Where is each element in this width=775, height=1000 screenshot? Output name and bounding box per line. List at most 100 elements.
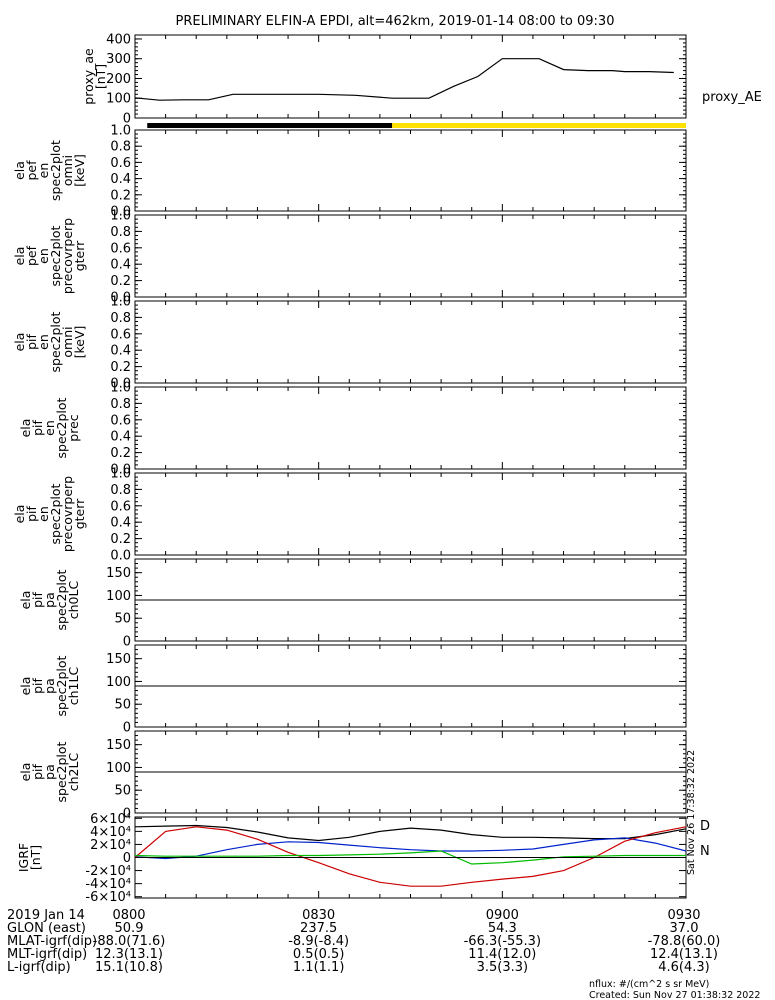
ytick-label: 150 <box>106 652 131 667</box>
ylabel-line: precovrperp <box>60 218 75 294</box>
xtable-mlat-value: -66.3(-55.3) <box>464 934 541 949</box>
ytick-label: 0.2 <box>110 532 131 547</box>
ytick-label: 0.6 <box>110 327 131 342</box>
status-bar-segment <box>392 123 686 128</box>
ylabel-line: gterr <box>72 240 87 271</box>
ylabel-line: [keV] <box>72 326 87 359</box>
footer-flux-units: nflux: #/(cm^2 s sr MeV) <box>589 979 709 990</box>
ylabel-line: ela <box>18 419 33 438</box>
ylabel-line: pif <box>30 419 45 435</box>
ylabel-line: pa <box>42 678 57 694</box>
ylabel-line: pif <box>24 505 39 521</box>
ylabel-line: pif <box>24 333 39 349</box>
ylabel-line: en <box>36 334 51 350</box>
ylabel-line: ch2LC <box>66 753 81 792</box>
ytick-label: 1.0 <box>110 467 131 482</box>
xtable-time-value: 0900 <box>486 908 519 923</box>
ytick-label: 0 <box>123 807 131 822</box>
ytick-label: 1.0 <box>110 124 131 139</box>
xtable-l-value: 4.6(4.3) <box>658 960 710 975</box>
ytick-label: 300 <box>106 52 131 67</box>
ytick-label: 0 <box>123 635 131 650</box>
ytick-label: -6×10⁴ <box>85 890 131 905</box>
xtable-time-value: 0800 <box>112 908 145 923</box>
ylabel-line: spec2plot <box>54 397 69 458</box>
ylabel-line: en <box>36 248 51 264</box>
ylabel-line: en <box>36 506 51 522</box>
panel-frame <box>134 214 687 298</box>
xtable-glon-value: 37.0 <box>670 921 699 936</box>
ytick-label: 50 <box>114 784 131 799</box>
xtable-time-value: 0930 <box>667 908 700 923</box>
ytick-label: 0.0 <box>110 463 131 478</box>
ylabel-line: [keV] <box>72 154 87 187</box>
ytick-label: 100 <box>106 92 131 107</box>
ytick-label: 0.8 <box>110 311 131 326</box>
ylabel-line: ch0LC <box>66 581 81 620</box>
ytick-label: 100 <box>106 675 131 690</box>
ylabel-line: pif <box>30 763 45 779</box>
ytick-label: 2×10⁴ <box>90 838 131 853</box>
series-line-0 <box>134 58 674 101</box>
panel-frame <box>134 300 687 384</box>
xtable-l-value: 1.1(1.1) <box>293 960 345 975</box>
ylabel-line: spec2plot <box>54 569 69 630</box>
ytick-label: 1.0 <box>110 381 131 396</box>
ylabel-line: pif <box>30 591 45 607</box>
ytick-label: -2×10⁴ <box>85 864 131 879</box>
xtable-mlat-value: -78.8(60.0) <box>648 934 721 949</box>
ylabel-line: ela <box>18 591 33 610</box>
ylabel-line: proxy_ae <box>81 48 96 105</box>
xtable-glon-value: 50.9 <box>115 921 144 936</box>
ylabel-line: ela <box>12 247 27 266</box>
ytick-label: 0.8 <box>110 140 131 155</box>
ylabel-line: [nT] <box>28 845 43 870</box>
ytick-label: 150 <box>106 566 131 581</box>
ylabel-line: ela <box>12 505 27 524</box>
panel-frame <box>134 472 687 556</box>
side-timestamp: Sat Nov 26 17:38:32 2022 <box>686 750 697 875</box>
ylabel-line: pef <box>24 160 39 181</box>
panel-frame <box>134 129 687 212</box>
ytick-label: 0.0 <box>110 291 131 306</box>
ytick-label: 0 <box>123 721 131 736</box>
ytick-label: -4×10⁴ <box>85 877 131 892</box>
panel-3: 0.0 0.20.4 0.60.81.0 elapefenspec2plotpreco… <box>12 209 687 306</box>
ylabel-line: pif <box>30 677 45 693</box>
ylabel-line: ela <box>12 161 27 180</box>
ylabel-line: precovrperp <box>60 476 75 552</box>
ytick-label: 0.8 <box>110 483 131 498</box>
ytick-label: 0.2 <box>110 360 131 375</box>
ytick-label: 50 <box>114 612 131 627</box>
ylabel-line: pef <box>24 245 39 266</box>
ytick-label: 0.6 <box>110 499 131 514</box>
legend-proxy-ae: proxy_AE <box>702 90 762 105</box>
xtable-mlt-value: 11.4(12.0) <box>468 947 536 962</box>
ylabel-line: IGRF <box>16 843 31 872</box>
xtable-row-label: 2019 Jan 14 <box>7 908 85 923</box>
panel-frame <box>134 386 687 470</box>
ylabel-line: pa <box>42 764 57 780</box>
ylabel-line: prec <box>66 414 81 441</box>
ytick-label: 4×10⁴ <box>90 825 131 840</box>
ytick-label: 0.4 <box>110 258 131 273</box>
ytick-label: 0 <box>123 851 131 866</box>
xtable-time-value: 0830 <box>302 908 335 923</box>
panel-frame <box>134 34 687 119</box>
xtable-l-value: 3.5(3.3) <box>477 960 529 975</box>
ylabel-line: ela <box>18 677 33 696</box>
ytick-label: 200 <box>106 72 131 87</box>
ytick-label: 6×10⁴ <box>90 812 131 827</box>
ytick-label: 1.0 <box>110 209 131 224</box>
ylabel-line: spec2plot <box>48 140 63 201</box>
ylabel-line: pa <box>42 592 57 608</box>
ytick-label: 0.0 <box>110 549 131 564</box>
ytick-label: 0.2 <box>110 274 131 289</box>
panel-6: 0.0 0.20.4 0.60.81.0 elapifenspec2plotpreco… <box>12 467 687 564</box>
panel-1 <box>147 123 686 128</box>
ytick-label: 1.0 <box>110 295 131 310</box>
